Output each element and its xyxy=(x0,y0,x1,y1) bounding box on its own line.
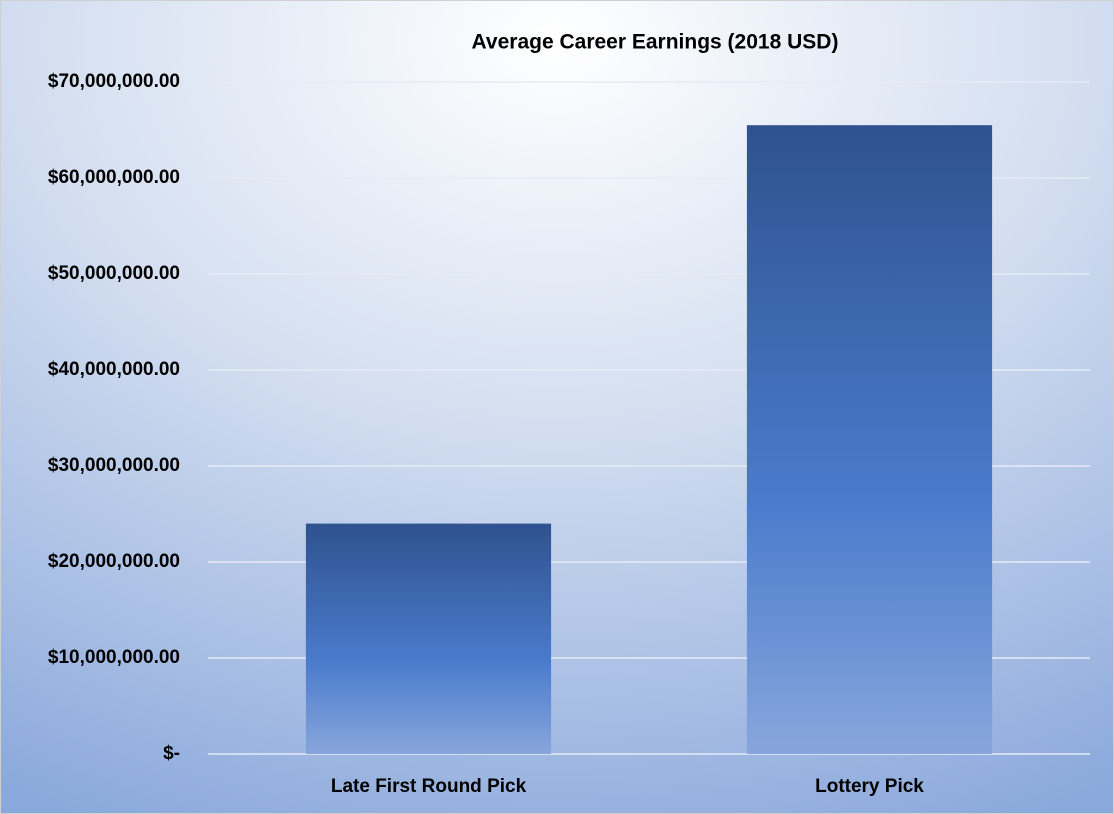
y-tick-label: $10,000,000.00 xyxy=(48,647,180,668)
y-tick-label: $30,000,000.00 xyxy=(48,455,180,476)
x-tick-label: Lottery Pick xyxy=(815,776,924,797)
y-tick-label: $70,000,000.00 xyxy=(48,71,180,92)
bar xyxy=(305,523,552,754)
y-tick-label: $50,000,000.00 xyxy=(48,263,180,284)
y-tick-label: $- xyxy=(163,743,180,764)
chart-title: Average Career Earnings (2018 USD) xyxy=(472,31,839,54)
y-tick-label: $20,000,000.00 xyxy=(48,551,180,572)
bar xyxy=(746,125,993,754)
y-tick-label: $40,000,000.00 xyxy=(48,359,180,380)
x-tick-label: Late First Round Pick xyxy=(331,776,527,797)
y-tick-label: $60,000,000.00 xyxy=(48,167,180,188)
